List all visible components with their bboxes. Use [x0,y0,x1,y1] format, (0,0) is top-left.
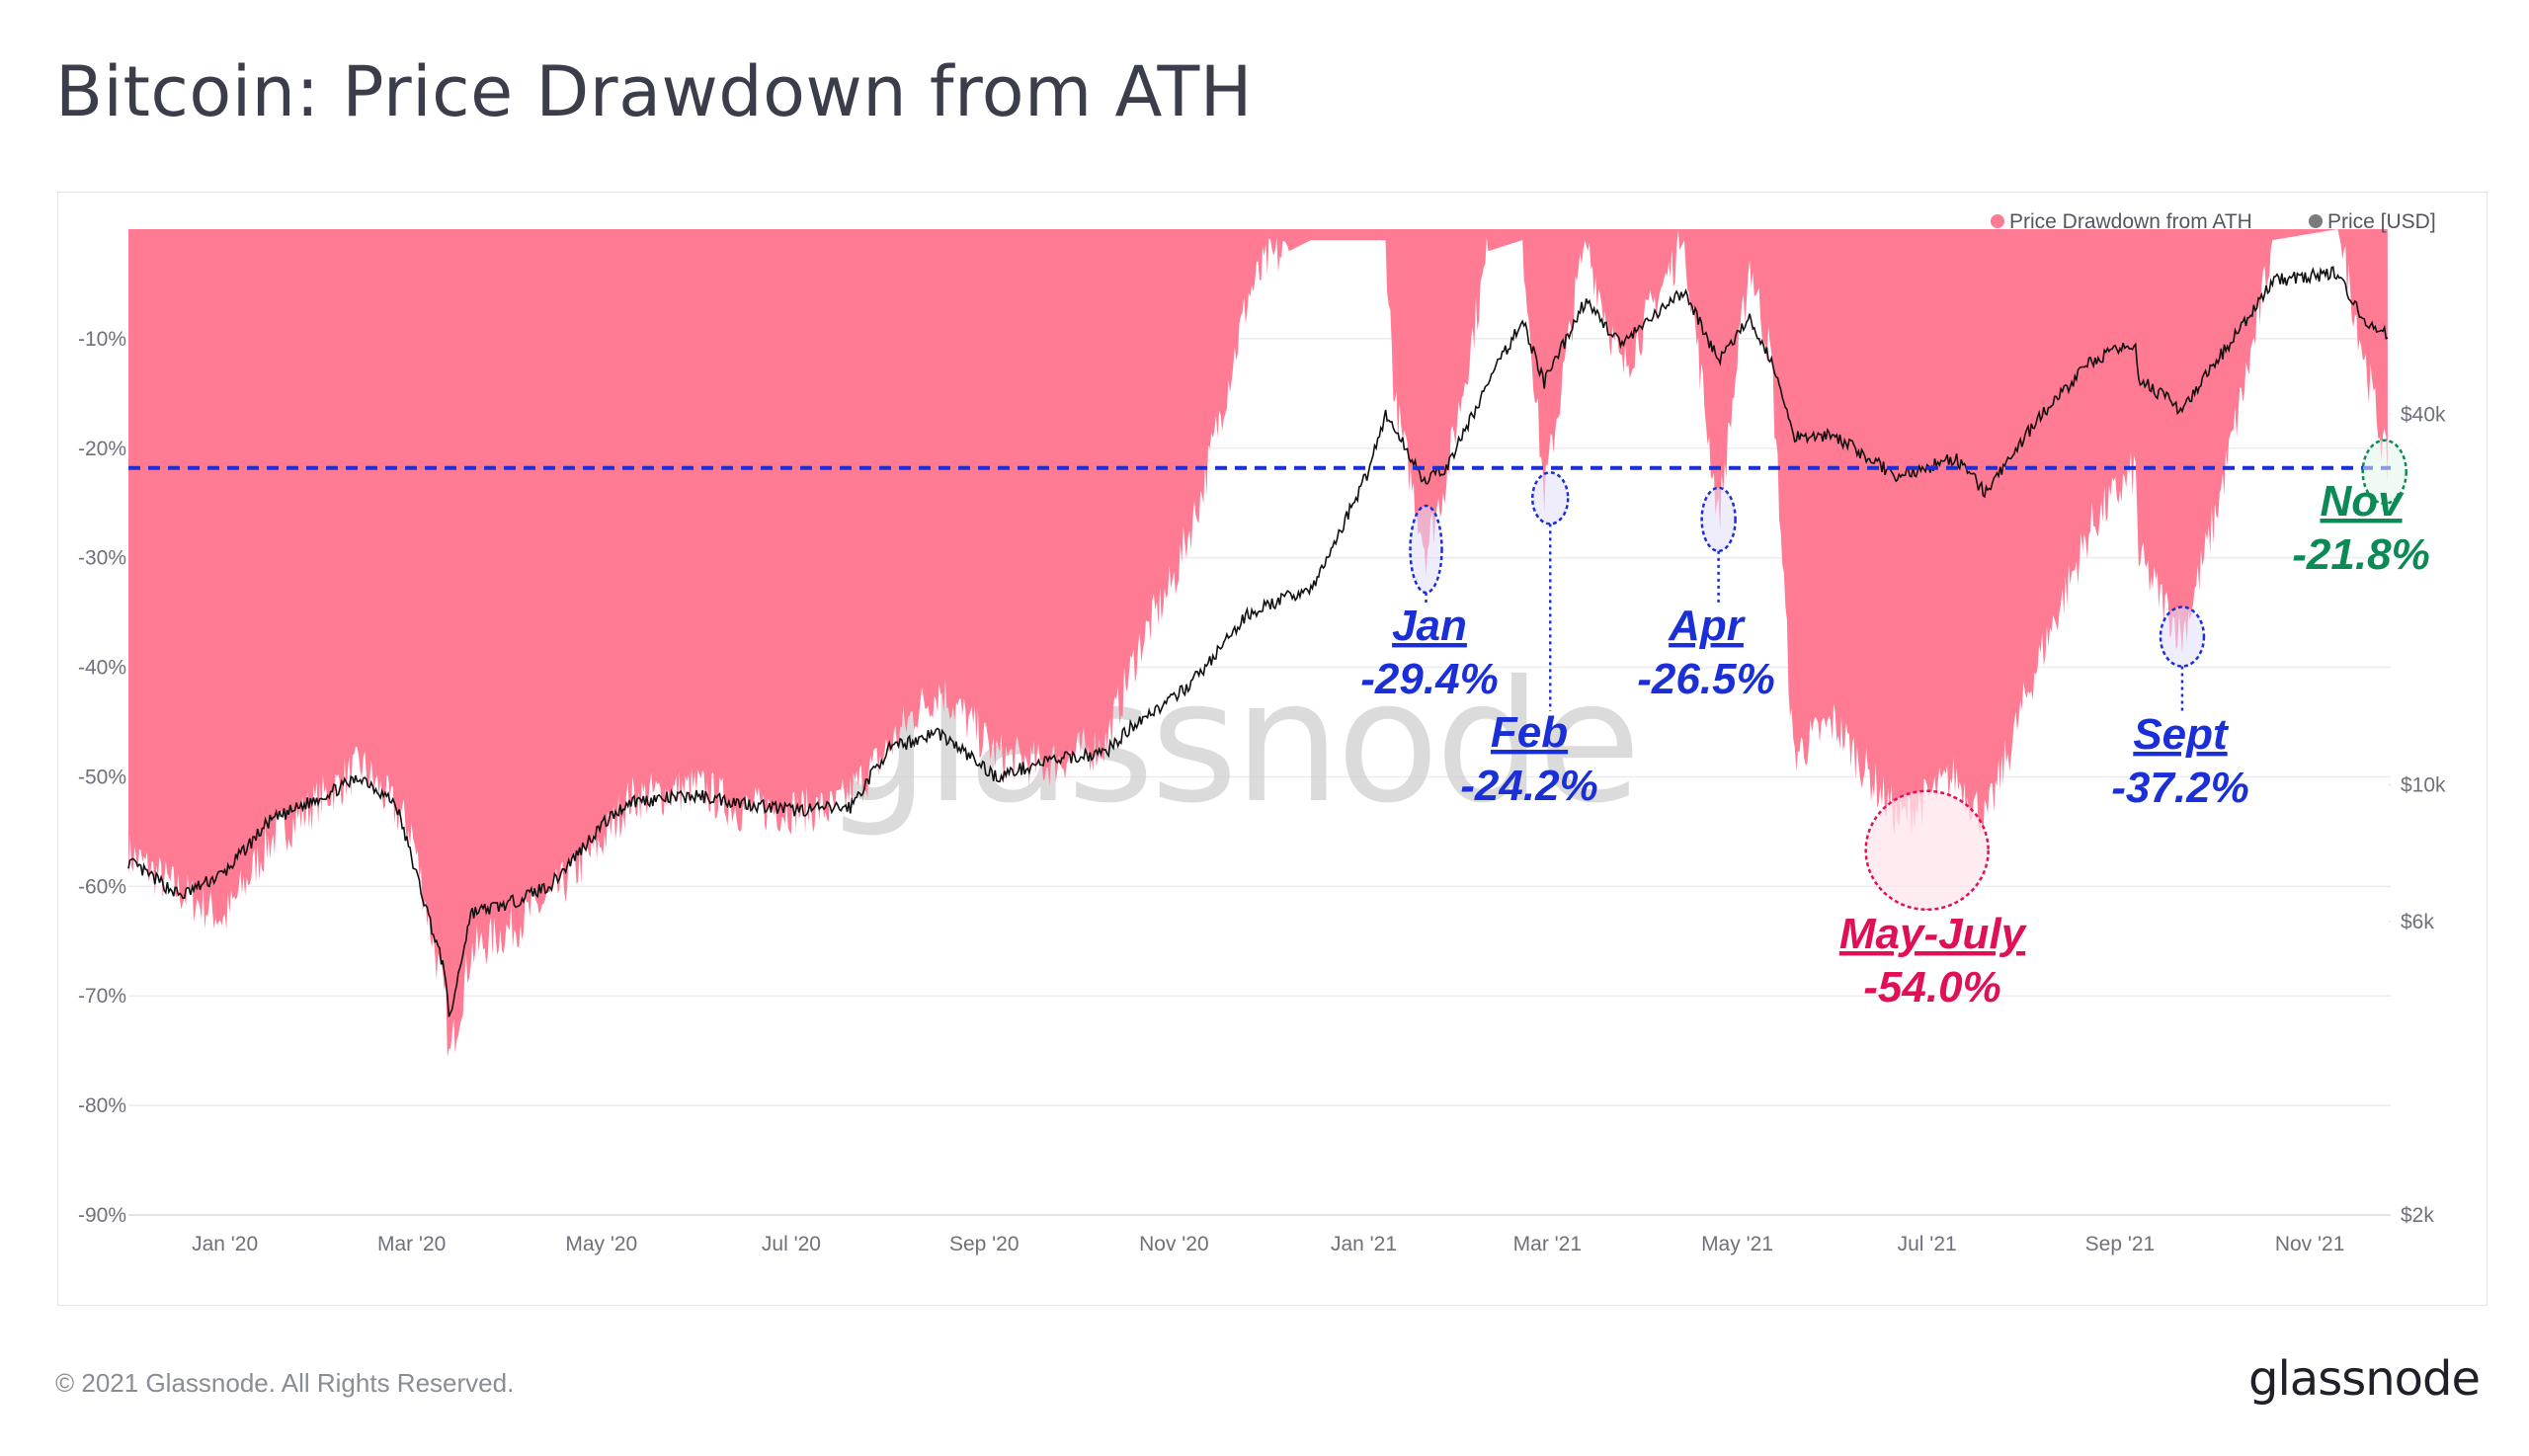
x-tick-label: Mar '20 [377,1233,446,1255]
x-tick-label: Sep '20 [949,1233,1020,1255]
y-tick-label: -30% [78,547,126,570]
legend-price-dot [2309,214,2323,228]
annotation-month-label: Feb [1491,708,1568,757]
annotation-circle [2159,606,2206,668]
annotation-circle [1864,789,1990,912]
annotation-month-label: May-July [1839,910,2028,958]
y-tick-label: -10% [78,328,126,351]
x-tick-label: Mar '21 [1513,1233,1582,1255]
annotation-circle [1700,486,1737,553]
annotation-value-label: -24.2% [1460,762,1597,810]
y-right-tick-label: $2k [2401,1204,2434,1227]
annotation-circle [2361,439,2407,505]
annotation-value-label: -21.8% [2292,530,2429,579]
annotation-month-label: Nov [2320,477,2405,526]
y-tick-label: -60% [78,875,126,898]
annotation-circle [1409,504,1443,595]
annotation-month-label: Sept [2133,710,2230,759]
glassnode-logo[interactable]: glassnode [2247,1351,2481,1407]
y-right-tick-label: $6k [2401,911,2434,933]
y-tick-label: -90% [78,1204,126,1227]
y-tick-label: -20% [78,438,126,460]
y-tick-label: -70% [78,985,126,1008]
copyright-text: © 2021 Glassnode. All Rights Reserved. [55,1368,515,1398]
annotation-value-label: -26.5% [1637,655,1774,703]
annotation-month-label: Jan [1392,602,1467,650]
x-tick-label: May '20 [565,1233,637,1255]
annotation-value-label: -37.2% [2111,764,2248,812]
x-tick-label: May '21 [1701,1233,1773,1255]
legend-drawdown-dot [1991,214,2004,228]
annotation-value-label: -29.4% [1360,655,1498,703]
annotation-value-label: -54.0% [1863,963,2000,1011]
x-tick-label: Jan '20 [192,1233,258,1255]
annotation-circle [1530,471,1570,526]
y-tick-label: -40% [78,657,126,680]
x-tick-label: Nov '20 [1139,1233,1209,1255]
page-title: Bitcoin: Price Drawdown from ATH [55,51,1253,132]
y-right-tick-label: $10k [2401,774,2446,797]
legend-price-label[interactable]: Price [USD] [2327,210,2436,233]
x-tick-label: Sep '21 [2085,1233,2156,1255]
legend-drawdown-label[interactable]: Price Drawdown from ATH [2009,210,2252,233]
x-tick-label: Jan '21 [1331,1233,1397,1255]
annotation-month-label: Apr [1668,602,1747,650]
x-tick-label: Jul '21 [1898,1233,1957,1255]
y-right-tick-label: $40k [2401,404,2446,427]
x-tick-label: Jul '20 [762,1233,821,1255]
y-tick-label: -80% [78,1094,126,1117]
y-tick-label: -50% [78,766,126,788]
price-line [127,266,2389,1017]
x-tick-label: Nov '21 [2275,1233,2345,1255]
